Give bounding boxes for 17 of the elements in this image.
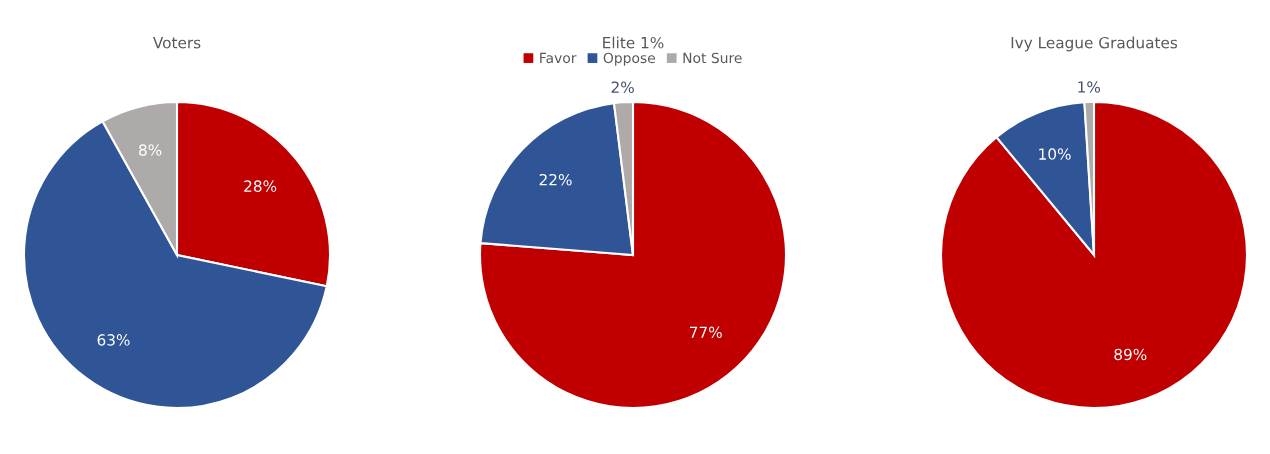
chart-title: Elite 1% bbox=[603, 36, 664, 49]
data-label: 28% bbox=[244, 180, 277, 192]
data-label: 22% bbox=[539, 173, 572, 186]
data-label: 2% bbox=[611, 81, 634, 93]
data-label: 1% bbox=[1078, 81, 1101, 93]
pie-slice bbox=[478, 100, 788, 410]
data-label: 63% bbox=[97, 334, 130, 346]
data-label: 10% bbox=[1039, 148, 1071, 160]
pie-slice bbox=[939, 100, 1249, 410]
legend-label: Not Sure bbox=[683, 52, 742, 64]
data-label: 89% bbox=[1114, 348, 1147, 361]
chart-title: Voters bbox=[153, 37, 201, 49]
legend-label: Oppose bbox=[603, 52, 655, 66]
data-label: 77% bbox=[690, 326, 722, 339]
data-label: 8% bbox=[139, 144, 162, 156]
chart-title: Ivy League Graduates bbox=[1011, 36, 1178, 52]
legend-label: Favor bbox=[540, 52, 577, 64]
